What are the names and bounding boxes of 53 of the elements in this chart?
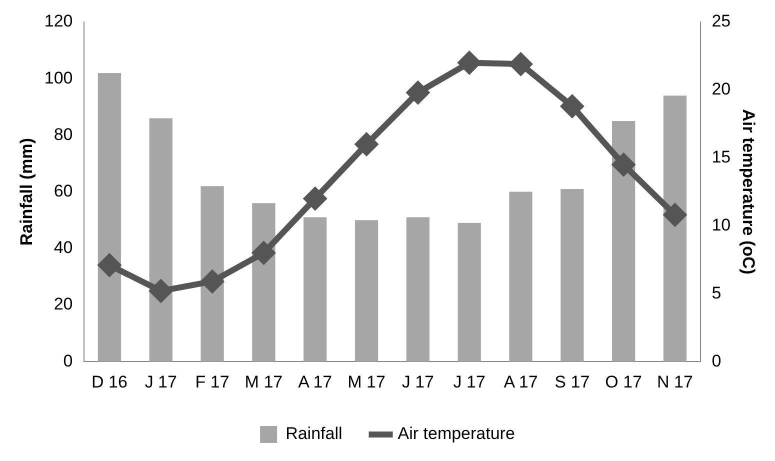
bar bbox=[252, 203, 276, 362]
y-tick-label: 0 bbox=[63, 351, 73, 370]
x-tick-label: O 17 bbox=[605, 372, 642, 392]
bar bbox=[458, 222, 481, 362]
y-tick-label: 80 bbox=[54, 124, 73, 144]
y-axis-title: Rainfall (mm) bbox=[16, 138, 36, 246]
y2-tick-label: 10 bbox=[712, 215, 731, 234]
x-tick-label: M 17 bbox=[244, 372, 283, 392]
legend-label: Rainfall bbox=[286, 424, 342, 444]
point bbox=[252, 242, 275, 264]
point bbox=[304, 188, 326, 210]
bar bbox=[560, 188, 584, 362]
point bbox=[458, 52, 480, 74]
bar bbox=[406, 217, 430, 362]
x-tick-label: D 16 bbox=[92, 372, 128, 392]
y-tick-label: 40 bbox=[54, 238, 73, 258]
bar bbox=[663, 96, 687, 362]
point bbox=[98, 254, 120, 276]
x-tick-label: F 17 bbox=[195, 372, 230, 392]
bar bbox=[98, 72, 122, 362]
x-tick-label: S 17 bbox=[554, 372, 590, 392]
bar bbox=[612, 121, 636, 362]
x-tick-label: J 17 bbox=[402, 372, 434, 392]
point bbox=[612, 154, 635, 176]
point bbox=[356, 133, 378, 156]
y-tick-label: 120 bbox=[44, 12, 73, 31]
x-tick-label: N 17 bbox=[657, 372, 693, 392]
y2-tick-label: 20 bbox=[712, 80, 731, 99]
x-tick-label: A 17 bbox=[504, 372, 538, 392]
bar bbox=[200, 186, 224, 362]
y-tick-label: 100 bbox=[44, 68, 73, 88]
y2-tick-label: 25 bbox=[712, 12, 731, 31]
y-tick-label: 20 bbox=[54, 294, 73, 314]
point bbox=[561, 95, 584, 118]
x-tick-label: J 17 bbox=[453, 372, 486, 392]
point bbox=[510, 53, 532, 76]
y2-tick-label: 5 bbox=[712, 283, 722, 302]
bar bbox=[354, 220, 378, 362]
bar bbox=[304, 217, 327, 362]
point bbox=[201, 270, 224, 292]
y2-axis-title: Air temperature (oC) bbox=[739, 109, 758, 274]
y2-tick-label: 15 bbox=[712, 148, 731, 167]
legend-label: Air temperature bbox=[398, 424, 515, 444]
bar bbox=[149, 118, 172, 362]
point bbox=[664, 204, 686, 226]
point bbox=[150, 280, 172, 302]
x-tick-label: J 17 bbox=[144, 372, 177, 392]
x-tick-label: A 17 bbox=[298, 372, 332, 392]
x-tick-label: M 17 bbox=[348, 372, 386, 392]
y-tick-label: 60 bbox=[54, 181, 73, 200]
y2-tick-label: 0 bbox=[712, 351, 722, 370]
point bbox=[406, 82, 429, 104]
bar bbox=[509, 192, 532, 362]
